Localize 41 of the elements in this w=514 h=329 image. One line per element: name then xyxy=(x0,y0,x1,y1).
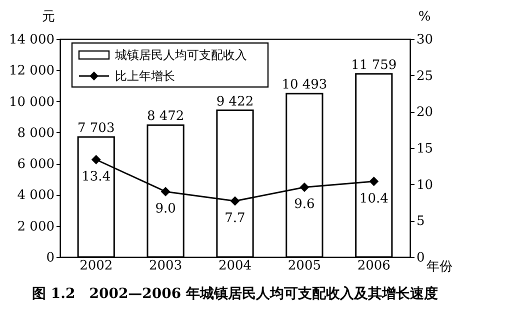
data-label: 7 703 xyxy=(78,121,115,136)
y2-tick-label: 0 xyxy=(416,250,425,266)
y-tick-label: 4 000 xyxy=(17,188,54,204)
y-tick-label: 14 000 xyxy=(9,32,54,48)
point xyxy=(91,154,101,164)
legend-label: 比上年增长 xyxy=(115,69,175,83)
data-label: 11 759 xyxy=(351,58,397,73)
y2-tick-label: 20 xyxy=(416,105,434,120)
data-label: 13.4 xyxy=(82,170,111,185)
y-tick-label: 0 xyxy=(46,250,54,266)
y2-tick-label: 10 xyxy=(416,178,434,193)
y-tick-label: 8 000 xyxy=(17,126,54,141)
y-tick-label: 2 000 xyxy=(17,219,54,234)
y2-tick-label: 30 xyxy=(416,32,434,48)
data-label: 10.4 xyxy=(359,191,388,206)
y2-tick-label: 25 xyxy=(416,68,434,84)
y-tick-label: 10 000 xyxy=(9,94,54,110)
data-label: 9.0 xyxy=(155,202,176,217)
x-axis-title: 年份 xyxy=(426,260,452,274)
y-tick-label: 12 000 xyxy=(9,64,54,79)
data-label: 7.7 xyxy=(224,211,246,226)
data-label: 10 493 xyxy=(282,78,328,93)
point xyxy=(369,176,379,186)
data-label: 9.6 xyxy=(294,197,315,212)
x-tick-label: 2004 xyxy=(218,258,252,274)
y-axis-title: 元 xyxy=(42,10,55,24)
y2-tick-label: 15 xyxy=(416,142,434,156)
y2-axis-title: % xyxy=(418,10,431,24)
point xyxy=(300,182,310,192)
y2-tick-label: 5 xyxy=(416,214,425,230)
point xyxy=(230,196,240,206)
y-tick-label: 6 000 xyxy=(17,157,54,172)
data-label: 8 472 xyxy=(146,109,184,124)
legend-label: 城镇居民人均可支配收入 xyxy=(114,48,247,62)
x-tick-label: 2003 xyxy=(149,258,182,274)
x-tick-label: 2002 xyxy=(80,258,113,274)
text: 图 1.2 2002—2006 年城镇居民人均可支配收入及其增长速度 xyxy=(32,285,438,302)
point xyxy=(160,186,170,196)
x-tick-label: 2006 xyxy=(357,258,390,274)
data-label: 9 422 xyxy=(216,94,254,110)
x-tick-label: 2005 xyxy=(288,258,321,274)
